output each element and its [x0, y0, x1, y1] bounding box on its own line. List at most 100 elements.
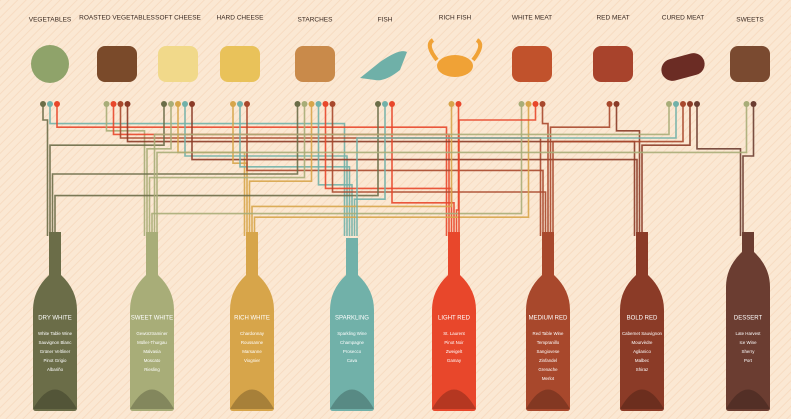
varietal: Cava	[347, 358, 358, 363]
food-icon	[295, 46, 335, 82]
connector	[696, 104, 742, 236]
varietal: Prosecco	[343, 349, 362, 354]
varietal: Sauvignon Blanc	[39, 340, 73, 345]
varietal: Late Harvest	[736, 331, 762, 336]
food-label: RICH FISH	[439, 15, 472, 22]
food-label: SOFT CHEESE	[155, 15, 201, 22]
connector	[56, 104, 448, 236]
connector	[105, 104, 146, 236]
dot	[673, 101, 679, 107]
varietal: Merlot	[542, 376, 555, 381]
dot	[666, 101, 672, 107]
food-label: SWEETS	[736, 17, 764, 24]
connector	[324, 104, 453, 236]
connector	[615, 104, 641, 236]
dot	[124, 101, 131, 107]
dot	[694, 101, 700, 107]
bottle-sediment	[620, 389, 664, 409]
wine-name: DESSERT	[734, 316, 763, 322]
dot	[315, 101, 322, 107]
varietal: Grenache	[538, 367, 558, 372]
wine-name: RICH WHITE	[234, 316, 270, 322]
dot	[244, 101, 250, 107]
varietal: Shiraz	[636, 367, 648, 372]
food-icon	[661, 53, 705, 81]
dot	[168, 101, 174, 107]
connector	[191, 104, 638, 236]
dot	[189, 101, 195, 107]
food-icon	[512, 46, 552, 82]
bottle-sediment	[432, 389, 476, 409]
connector	[146, 104, 172, 236]
connector	[54, 104, 379, 236]
bottle	[230, 232, 274, 411]
dot	[613, 101, 620, 107]
bottle	[726, 232, 770, 411]
dot	[680, 101, 686, 107]
varietal: Malvasia	[143, 349, 161, 354]
wine-name: SPARKLING	[335, 316, 369, 322]
connector	[151, 104, 523, 236]
varietal: Viognier	[244, 358, 261, 363]
bottle-sediment	[330, 389, 374, 409]
varietal: Albariño	[47, 367, 64, 372]
varietal: Moscato	[144, 358, 161, 363]
varietal: Grüner Veltliner	[40, 349, 71, 354]
connector	[49, 104, 346, 236]
dot	[230, 101, 236, 107]
bottle	[330, 238, 374, 411]
food-icon	[220, 46, 260, 82]
bottle-sediment	[230, 389, 274, 409]
dot	[743, 101, 750, 107]
connector	[156, 104, 748, 236]
dot	[455, 101, 462, 107]
varietal: Champagne	[340, 340, 364, 345]
wine-name: DRY WHITE	[38, 316, 71, 322]
varietal: Red Table Wine	[533, 331, 564, 336]
dot	[539, 101, 546, 107]
connector	[51, 104, 299, 236]
dot	[40, 101, 46, 107]
varietal: Mourvèdre	[632, 340, 654, 345]
connector	[253, 104, 530, 236]
varietal: Tempranillo	[537, 340, 560, 345]
varietal: Aglianico	[633, 349, 651, 354]
varietal: Malbec	[635, 358, 650, 363]
dot	[322, 101, 329, 107]
bottle-sediment	[526, 389, 570, 409]
connector	[356, 104, 677, 236]
dot	[750, 101, 757, 107]
connector	[239, 104, 351, 236]
varietal: Gamay	[447, 358, 462, 363]
bottle	[33, 232, 77, 411]
food-label: WHITE MEAT	[512, 15, 552, 22]
dot	[687, 101, 693, 107]
varietal: White Table Wine	[38, 331, 73, 336]
dot	[175, 101, 181, 107]
dot	[382, 101, 388, 107]
food-label: RED MEAT	[596, 15, 629, 22]
varietal: Zinfandel	[539, 358, 557, 363]
dot	[182, 101, 188, 107]
dot	[54, 101, 60, 107]
dot	[532, 101, 539, 107]
connector	[541, 104, 549, 236]
dot	[237, 101, 243, 107]
connector	[549, 104, 611, 236]
dot	[301, 101, 308, 107]
food-icon	[427, 38, 483, 62]
connector	[552, 104, 684, 236]
food-label: VEGETABLES	[29, 17, 72, 24]
varietal: Chardonnay	[240, 331, 265, 336]
food-label: CURED MEAT	[662, 15, 705, 22]
dot	[47, 101, 53, 107]
connector	[742, 104, 755, 236]
bottle-sediment	[726, 389, 770, 409]
varietal: Riesling	[144, 367, 160, 372]
dot	[389, 101, 395, 107]
connector	[458, 104, 537, 236]
wine-name: MEDIUM RED	[529, 316, 568, 322]
dot	[103, 101, 110, 107]
dot	[161, 101, 167, 107]
food-icon	[730, 46, 770, 82]
